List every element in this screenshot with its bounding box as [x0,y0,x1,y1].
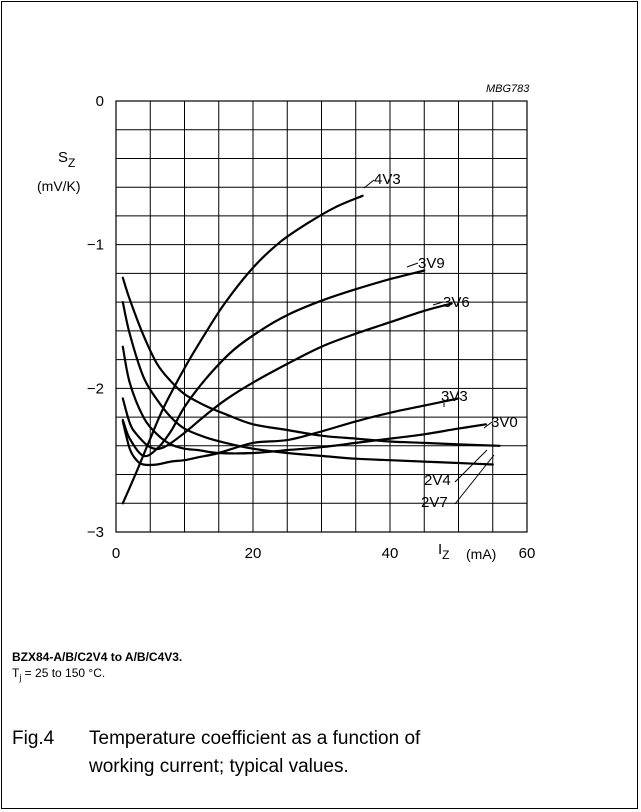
series-line-2V4 [121,276,501,447]
x-tick-label: 60 [519,545,536,562]
series-line-4V3 [121,194,364,505]
condition-symbol: T [12,666,20,680]
y-tick-label: −2 [87,380,104,397]
label-3V0: 3V0 [491,414,518,431]
leader-4V3 [363,179,375,189]
leader-3V9 [406,262,419,268]
leader-3V0 [483,421,493,429]
x-axis-symbol: IZ [438,541,450,562]
label-3V3: 3V3 [441,388,468,405]
y-axis-symbol-main: S [58,149,68,166]
label-3V9: 3V9 [418,255,445,272]
caption-line-2: working current; typical values. [89,756,349,777]
temperature-condition: Tj = 25 to 150 °C. [12,667,105,682]
x-tick-label: 40 [382,545,399,562]
axis-layer: 0 −1 −2 −3 0 20 40 60 [87,93,535,562]
y-axis-symbol-sub: Z [68,156,75,170]
device-range: BZX84-A/B/C2V4 to A/B/C4V3. [12,650,183,664]
leader-2V7 [454,454,495,505]
series-line-3V9 [121,269,426,458]
x-axis-symbol-main: I [438,541,442,558]
x-axis-symbol-sub: Z [442,548,449,562]
series-layer [121,194,501,505]
series-line-3V3 [121,397,460,467]
y-tick-label: −1 [87,237,104,254]
series-line-2V7 [121,301,494,466]
leader-2V4 [454,449,488,483]
grid-layer [115,100,528,533]
figure-code: MBG783 [486,83,530,95]
condition-subscript: j [19,672,22,683]
x-tick-label: 0 [112,545,120,562]
label-4V3: 4V3 [374,171,401,188]
label-3V6: 3V6 [443,294,470,311]
x-axis-unit: (mA) [466,546,496,562]
x-tick-label: 20 [245,545,262,562]
y-tick-label: 0 [96,93,104,110]
leader-3V6 [432,301,444,306]
label-leaders [363,179,495,505]
y-axis-unit: (mV/K) [37,178,81,194]
y-tick-label: −3 [87,524,104,541]
y-axis-symbol: SZ [58,149,75,170]
figure-number: Fig.4 [12,728,55,749]
condition-value: = 25 to 150 °C. [21,666,106,680]
caption-line-1: Temperature coefficient as a function of [89,728,421,749]
plot-border [115,100,528,533]
series-line-3V6 [121,302,453,451]
label-2V7: 2V7 [421,494,448,511]
series-line-3V0 [121,345,487,455]
label-2V4: 2V4 [424,472,451,489]
